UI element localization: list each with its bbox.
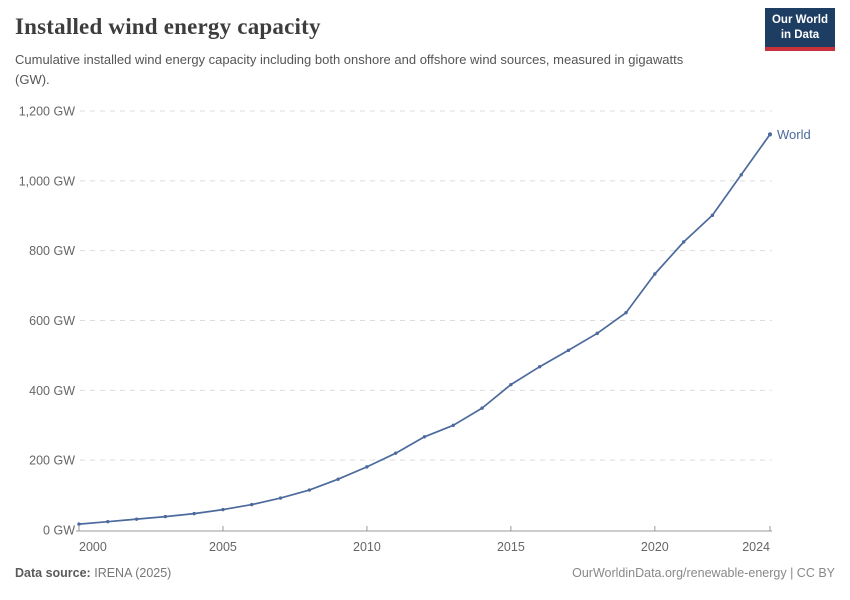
data-point (278, 496, 283, 500)
owid-logo-line1: Our World (771, 14, 828, 26)
data-point (710, 213, 715, 218)
y-tick-label: 1,200 GW (19, 105, 75, 119)
data-source: Data source: IRENA (2025) (15, 566, 171, 580)
data-point (767, 132, 773, 137)
data-point (653, 272, 657, 276)
y-tick-label: 0 GW (43, 524, 75, 538)
data-point (134, 517, 139, 521)
chart-header: Installed wind energy capacity Cumulativ… (15, 8, 835, 90)
data-point (422, 435, 427, 439)
chart-subtitle: Cumulative installed wind energy capacit… (15, 52, 684, 88)
page-title: Installed wind energy capacity (15, 14, 321, 39)
data-point (307, 488, 312, 492)
data-point (336, 477, 340, 481)
x-tick-label: 2000 (79, 540, 107, 554)
x-tick-label: 2005 (209, 540, 237, 554)
data-point (221, 507, 225, 512)
data-source-value: IRENA (2025) (94, 566, 172, 580)
data-point (537, 364, 542, 369)
data-point (509, 382, 513, 387)
chart-footer: Data source: IRENA (2025) OurWorldinData… (15, 566, 835, 580)
credit-link[interactable]: OurWorldinData.org/renewable-energy (572, 566, 787, 580)
y-tick-label: 1,000 GW (19, 174, 75, 188)
data-point (595, 331, 599, 336)
owid-logo[interactable]: Our World in Data (765, 8, 835, 51)
data-point (739, 173, 743, 177)
credit-license: | CC BY (786, 566, 835, 580)
series-line (78, 133, 771, 525)
data-point (250, 502, 254, 507)
data-point (365, 465, 369, 469)
credit: OurWorldinData.org/renewable-energy | CC… (572, 566, 835, 580)
x-tick-label: 2010 (353, 540, 381, 554)
data-point (394, 451, 398, 455)
data-point (451, 423, 455, 427)
data-point (566, 348, 571, 353)
series-end-label: World (777, 127, 811, 142)
data-point (77, 522, 81, 526)
x-tick-label: 2020 (641, 540, 669, 554)
data-point (106, 519, 110, 524)
data-source-label: Data source: (15, 566, 91, 580)
y-tick-label: 400 GW (29, 384, 75, 398)
data-point (681, 240, 686, 244)
x-tick-label: 2024 (742, 540, 770, 554)
y-tick-label: 800 GW (29, 244, 75, 258)
data-point (624, 310, 628, 315)
data-point (192, 511, 196, 516)
owid-logo-line2: in Data (780, 28, 820, 41)
data-point (163, 514, 168, 519)
x-tick-label: 2015 (497, 540, 525, 554)
y-tick-label: 600 GW (29, 314, 75, 328)
data-point (480, 406, 484, 410)
y-tick-label: 200 GW (29, 454, 75, 468)
